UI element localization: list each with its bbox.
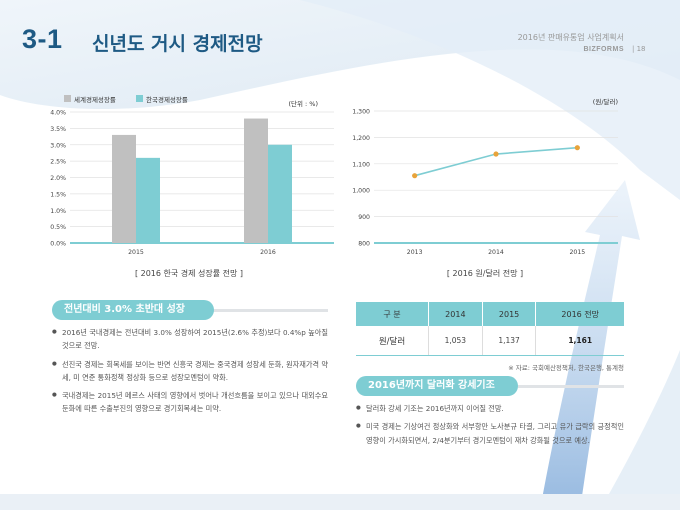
- x-tick-label: 2016: [260, 249, 276, 256]
- bar: [268, 144, 292, 243]
- y-tick-label: 1,000: [352, 188, 370, 195]
- table-cell: 1,053: [428, 326, 483, 356]
- unit-label: (단위 : %): [288, 99, 318, 108]
- left-section-heading: 전년대비 3.0% 초반대 성장: [52, 300, 214, 320]
- x-tick-label: 2013: [407, 249, 423, 256]
- left-bullet-list: 2016년 국내경제는 전년대비 3.0% 성장하여 2015년(2.6% 추정…: [52, 326, 328, 416]
- page-title: 신년도 거시 경제전망: [92, 33, 263, 55]
- table-source: ※ 자료: 국회예산정책처, 한국은행, 통계청: [508, 364, 624, 372]
- y-tick-label: 0.5%: [50, 224, 66, 231]
- document-subtitle: 2016년 판매유통업 사업계획서: [517, 33, 624, 42]
- right-chart-caption: [ 2016 원/달러 전망 ]: [446, 269, 524, 278]
- legend-label: 세계경제성장률: [74, 95, 116, 104]
- bullet-item: 2016년 국내경제는 전년대비 3.0% 성장하여 2015년(2.6% 추정…: [52, 326, 328, 353]
- y-tick-label: 900: [358, 214, 370, 221]
- section-divider: [518, 385, 624, 388]
- table-header-row: 구 분 2014 2015 2016 전망: [356, 302, 624, 326]
- y-tick-label: 2.0%: [50, 175, 66, 182]
- bullet-item: 미국 경제는 기상여건 정상화와 서부항만 노사분규 타결, 그리고 유가 급락…: [356, 420, 624, 447]
- data-point: [493, 151, 499, 157]
- right-section: 2016년까지 달러화 강세기조 달러화 강세 기조는 2016년까지 이어질 …: [356, 376, 624, 452]
- exchange-rate-table: 구 분 2014 2015 2016 전망 원/달러 1,053 1,137 1…: [356, 302, 624, 356]
- table-header-cell: 2014: [428, 302, 483, 326]
- table-header-cell: 2016 전망: [535, 302, 624, 326]
- y-tick-label: 1.5%: [50, 191, 66, 198]
- bar: [136, 157, 160, 243]
- growth-rate-bar-chart: 세계경제성장률 한국경제성장률 (단위 : %) 0.0% 0.5% 1.0% 1.5% 2.…: [50, 95, 334, 256]
- y-tick-label: 3.0%: [50, 142, 66, 149]
- bullet-item: 달러화 강세 기조는 2016년까지 이어질 전망.: [356, 402, 624, 416]
- section-divider: [202, 309, 328, 312]
- y-tick-label: 1.0%: [50, 208, 66, 215]
- right-section-heading: 2016년까지 달러화 강세기조: [356, 376, 518, 396]
- y-tick-label: 4.0%: [50, 110, 66, 117]
- table-row: 원/달러 1,053 1,137 1,161: [356, 326, 624, 356]
- y-tick-label: 1,300: [352, 109, 370, 116]
- exchange-rate-table-wrapper: 구 분 2014 2015 2016 전망 원/달러 1,053 1,137 1…: [356, 302, 624, 372]
- data-point: [412, 173, 418, 179]
- legend-swatch: [136, 95, 143, 102]
- bullet-item: 국내경제는 2015년 메르스 사태의 영향에서 벗어나 개선흐름을 보이고 있…: [52, 389, 328, 416]
- table-cell: 1,161: [535, 326, 624, 356]
- right-bullet-list: 달러화 강세 기조는 2016년까지 이어질 전망. 미국 경제는 기상여건 정상…: [356, 402, 624, 447]
- y-tick-label: 1,100: [352, 161, 370, 168]
- exchange-rate-line-chart: (원/달러) 800 900 1,000 1,100 1,200 1,300 2013 2014…: [352, 97, 618, 256]
- bullet-item: 선진국 경제는 회복세를 보이는 반면 신흥국 경제는 중국경제 성장세 둔화,…: [52, 358, 328, 385]
- bar: [112, 134, 136, 243]
- y-tick-label: 0.0%: [50, 241, 66, 248]
- left-section: 전년대비 3.0% 초반대 성장 2016년 국내경제는 전년대비 3.0% 성…: [52, 300, 328, 421]
- y-tick-label: 1,200: [352, 135, 370, 142]
- legend-swatch: [64, 95, 71, 102]
- x-tick-label: 2015: [569, 249, 585, 256]
- table-header-cell: 2015: [481, 302, 536, 326]
- brand-label: BIZFORMS: [583, 46, 624, 53]
- x-tick-label: 2015: [128, 249, 144, 256]
- data-point: [574, 145, 580, 151]
- left-chart-caption: [ 2016 한국 경제 성장률 전망 ]: [134, 269, 244, 278]
- y-tick-label: 800: [358, 241, 370, 248]
- section-number: 3-1: [22, 24, 63, 54]
- x-tick-label: 2014: [488, 249, 504, 256]
- unit-label: (원/달러): [593, 97, 618, 106]
- table-row-label: 원/달러: [356, 326, 429, 356]
- page-number: | 18: [632, 45, 646, 53]
- table-header-cell: 구 분: [356, 302, 429, 326]
- legend-label: 한국경제성장률: [146, 95, 188, 104]
- bar: [244, 118, 268, 243]
- y-tick-label: 2.5%: [50, 159, 66, 166]
- table-cell: 1,137: [481, 326, 536, 356]
- y-tick-label: 3.5%: [50, 126, 66, 133]
